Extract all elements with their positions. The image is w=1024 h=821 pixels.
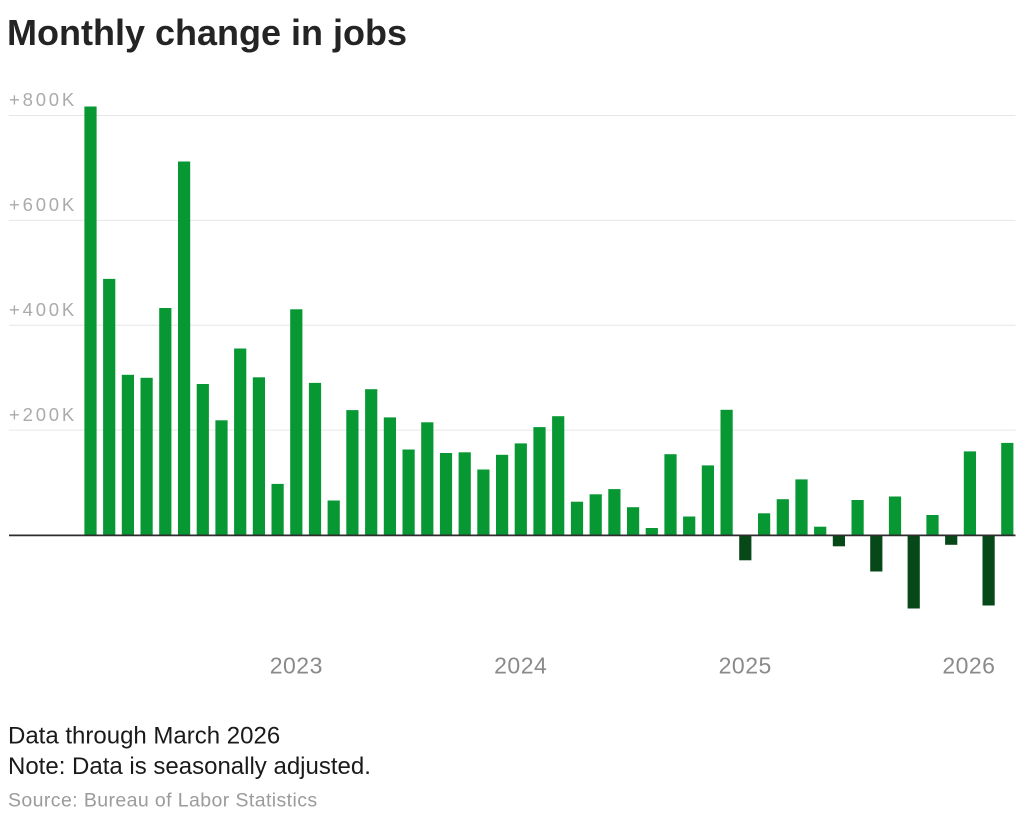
svg-text:Data through March 2026: Data through March 2026 [8, 723, 280, 750]
svg-text:+800K: +800K [9, 89, 77, 110]
svg-text:Source: Bureau of Labor Statis: Source: Bureau of Labor Statistics [8, 790, 318, 812]
svg-text:+400K: +400K [9, 299, 77, 320]
svg-text:2024: 2024 [494, 652, 547, 678]
svg-text:2026: 2026 [942, 652, 995, 678]
svg-text:2025: 2025 [719, 652, 772, 678]
svg-text:+600K: +600K [9, 194, 77, 215]
svg-text:+200K: +200K [9, 404, 77, 425]
svg-text:2023: 2023 [270, 652, 323, 678]
svg-text:Note: Data is seasonally adjus: Note: Data is seasonally adjusted. [8, 753, 371, 780]
svg-text:Monthly change in jobs: Monthly change in jobs [7, 12, 407, 53]
